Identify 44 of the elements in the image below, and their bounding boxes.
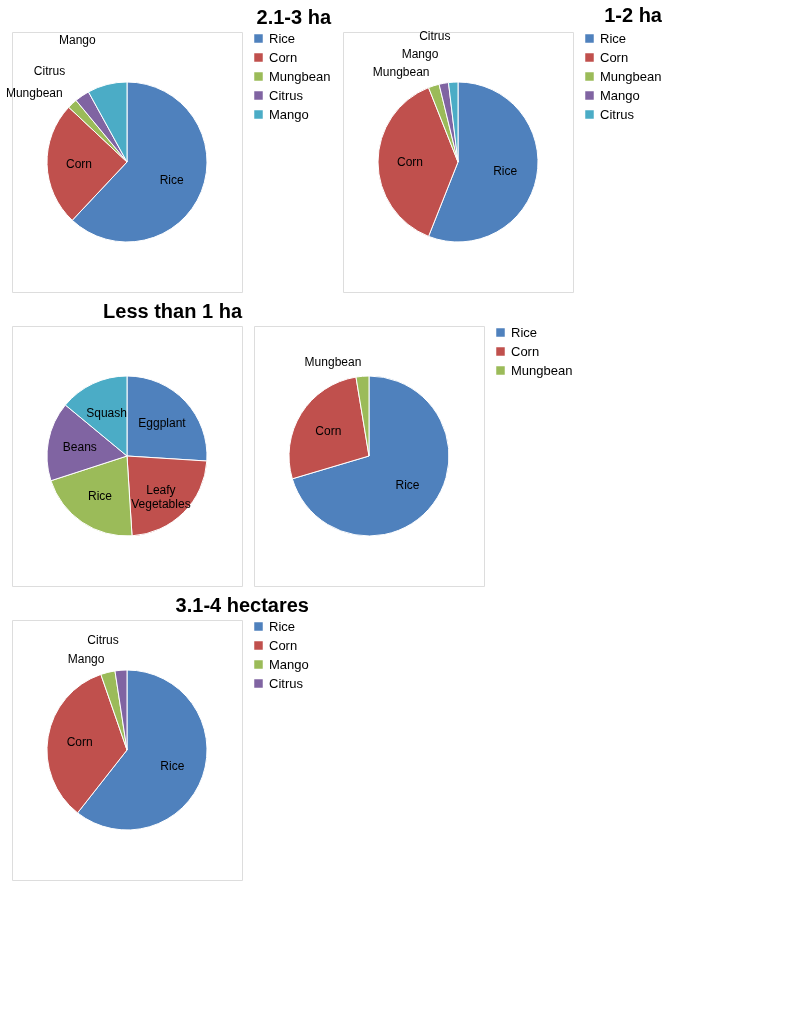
legend-label: Mango (600, 87, 640, 103)
legend-label: Citrus (600, 106, 635, 122)
slice-label: Citrus (33, 64, 66, 79)
slice-label: Mungbean (304, 355, 362, 370)
legend-label: Rice (600, 30, 627, 46)
legend-label: Corn (600, 49, 629, 65)
slice-label: Corn (66, 735, 93, 750)
legend-label: Rice (511, 324, 538, 340)
slice-label: Mango (58, 32, 96, 47)
legend-label: Rice (269, 618, 296, 634)
slice-label: Rice (159, 172, 184, 187)
slice-label: Rice (88, 488, 113, 503)
slice-label: Mango (401, 46, 439, 61)
slice-label: Citrus (419, 29, 451, 44)
chart-title: Less than 1 ha (103, 300, 243, 322)
legend-label: Mango (269, 656, 309, 672)
legend-label: Mungbean (269, 68, 331, 84)
slice-label: Eggplant (138, 416, 187, 431)
slice-label: Corn (66, 156, 93, 171)
slice-label: Rice (493, 163, 518, 178)
slice-label: Rice (395, 477, 420, 492)
legend-label: Mango (269, 106, 309, 122)
legend-label: Corn (511, 343, 540, 359)
slice-label: Corn (315, 423, 342, 438)
legend-label: Rice (269, 30, 296, 46)
legend-label: Mungbean (600, 68, 662, 84)
slice-label: Beans (62, 440, 97, 455)
slice-label: Leafy Vegetables (131, 482, 191, 511)
legend-label: Citrus (269, 675, 304, 691)
slice-label: Citrus (87, 633, 119, 648)
legend-label: Corn (269, 49, 298, 65)
chart-title: 1-2 ha (604, 4, 663, 27)
slice-label: Corn (396, 155, 424, 169)
slice-label: Rice (160, 758, 185, 773)
slice-label: Mango (67, 651, 105, 666)
slice-label: Mungbean (372, 65, 430, 80)
slice-label: Mungbean (5, 86, 63, 101)
chart-title: 3.1-4 hectares (175, 594, 309, 616)
slice-label: Squash (86, 405, 127, 420)
chart-title: 2.1-3 ha (256, 6, 332, 28)
legend-label: Mungbean (511, 362, 573, 378)
legend-label: Citrus (269, 87, 304, 103)
pie-slice (291, 375, 450, 537)
legend-label: Corn (269, 637, 298, 653)
